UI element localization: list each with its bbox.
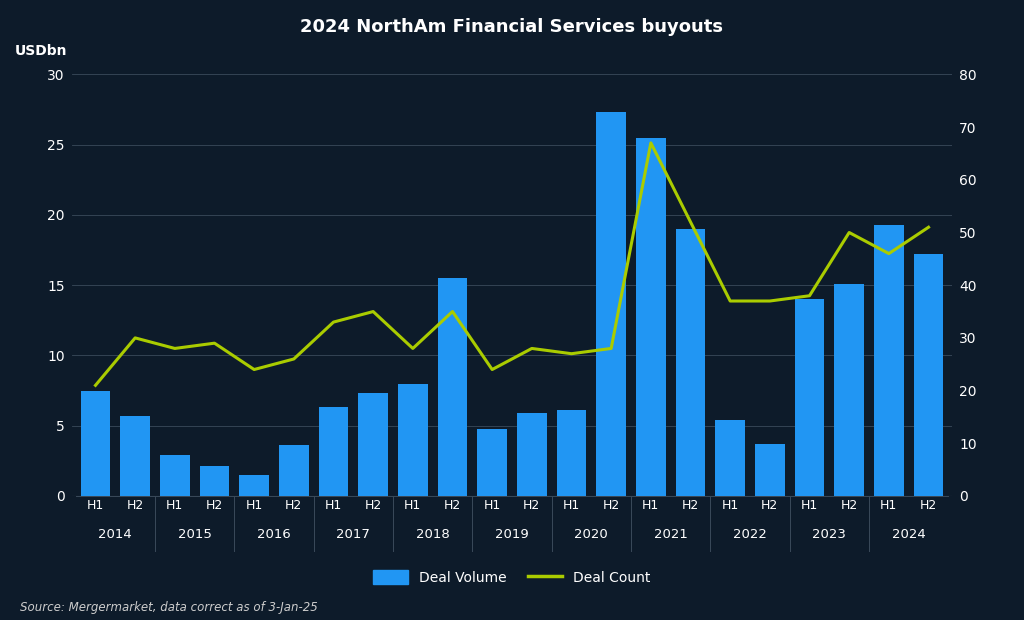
Bar bbox=[437, 278, 467, 496]
Bar bbox=[716, 420, 745, 496]
Bar bbox=[240, 475, 269, 496]
Text: 2024 NorthAm Financial Services buyouts: 2024 NorthAm Financial Services buyouts bbox=[300, 19, 724, 37]
Text: 2022: 2022 bbox=[733, 528, 767, 541]
Bar bbox=[596, 112, 626, 496]
Text: 2016: 2016 bbox=[257, 528, 291, 541]
Legend: Deal Volume, Deal Count: Deal Volume, Deal Count bbox=[368, 564, 656, 590]
Text: 2014: 2014 bbox=[98, 528, 132, 541]
Bar bbox=[835, 284, 864, 496]
Text: Source: Mergermarket, data correct as of 3-Jan-25: Source: Mergermarket, data correct as of… bbox=[20, 601, 318, 614]
Text: 2015: 2015 bbox=[178, 528, 212, 541]
Bar bbox=[160, 455, 189, 496]
Text: 2018: 2018 bbox=[416, 528, 450, 541]
Bar bbox=[557, 410, 587, 496]
Text: 2020: 2020 bbox=[574, 528, 608, 541]
Bar bbox=[358, 394, 388, 496]
Text: 2019: 2019 bbox=[496, 528, 528, 541]
Bar bbox=[81, 391, 111, 496]
Bar bbox=[913, 254, 943, 496]
Text: 2023: 2023 bbox=[812, 528, 846, 541]
Bar bbox=[873, 225, 904, 496]
Bar bbox=[676, 229, 706, 496]
Bar bbox=[795, 299, 824, 496]
Text: 2024: 2024 bbox=[892, 528, 926, 541]
Text: 2017: 2017 bbox=[337, 528, 371, 541]
Bar bbox=[636, 138, 666, 496]
Bar bbox=[755, 444, 784, 496]
Bar bbox=[398, 384, 428, 496]
Bar bbox=[477, 428, 507, 496]
Bar bbox=[279, 445, 308, 496]
Text: 2021: 2021 bbox=[653, 528, 687, 541]
Bar bbox=[120, 416, 151, 496]
Text: USDbn: USDbn bbox=[14, 43, 67, 58]
Bar bbox=[318, 407, 348, 496]
Bar bbox=[517, 413, 547, 496]
Bar bbox=[200, 466, 229, 496]
